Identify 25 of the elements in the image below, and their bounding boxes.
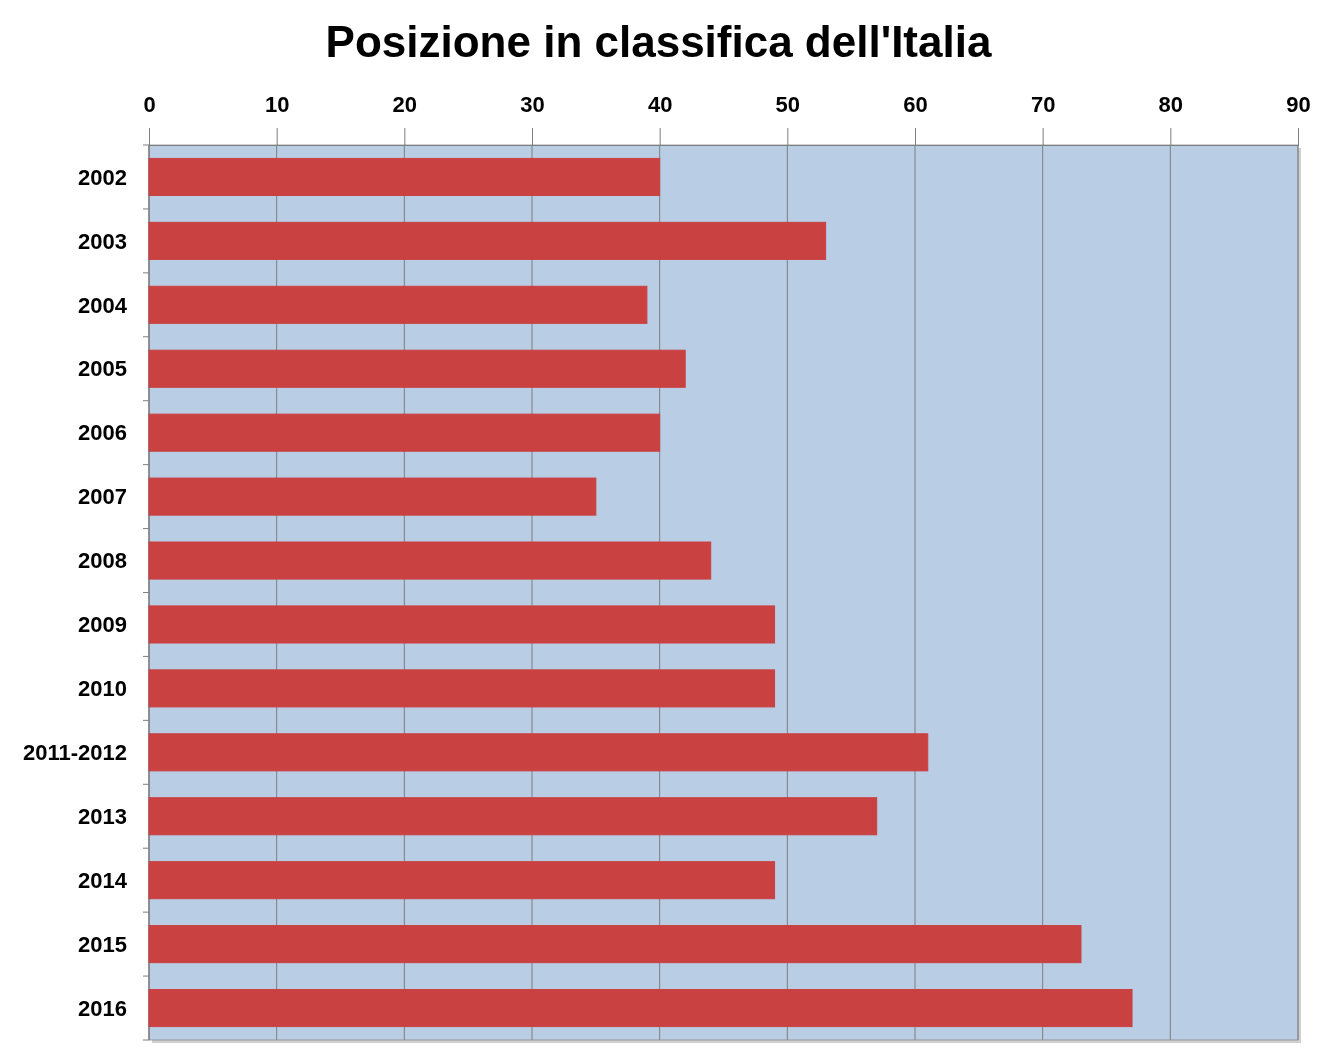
x-tick-label: 40 (647, 92, 673, 117)
y-tick-label: 2005 (78, 356, 127, 382)
y-tick-label: 2016 (78, 995, 127, 1021)
x-tick-label: 30 (520, 92, 545, 117)
y-tick-label: 2013 (78, 803, 127, 829)
y-tick-label: 2007 (78, 484, 127, 510)
y-tick-label: 2015 (78, 931, 127, 957)
x-tick-label: 80 (1158, 92, 1184, 117)
x-tick-label: 0 (143, 92, 156, 117)
y-tick-label: 2003 (78, 228, 127, 254)
y-tick-label: 2011-2012 (23, 740, 127, 766)
chart-title: Posizione in classifica dell'Italia (325, 17, 992, 66)
y-tick-label: 2008 (78, 548, 127, 574)
y-tick-label: 2014 (78, 867, 128, 893)
x-tick-label: 90 (1286, 92, 1311, 117)
x-tick-label: 70 (1030, 92, 1056, 117)
y-tick-label: 2009 (78, 612, 127, 638)
x-tick-label: 60 (903, 92, 928, 117)
y-tick-label: 2002 (78, 164, 127, 190)
y-tick-label: 2010 (78, 676, 127, 702)
y-tick-label: 2006 (78, 420, 127, 446)
x-tick-label: 10 (264, 92, 290, 117)
x-tick-label: 20 (392, 92, 418, 117)
y-tick-label: 2004 (78, 292, 128, 318)
x-tick-label: 50 (775, 92, 801, 117)
